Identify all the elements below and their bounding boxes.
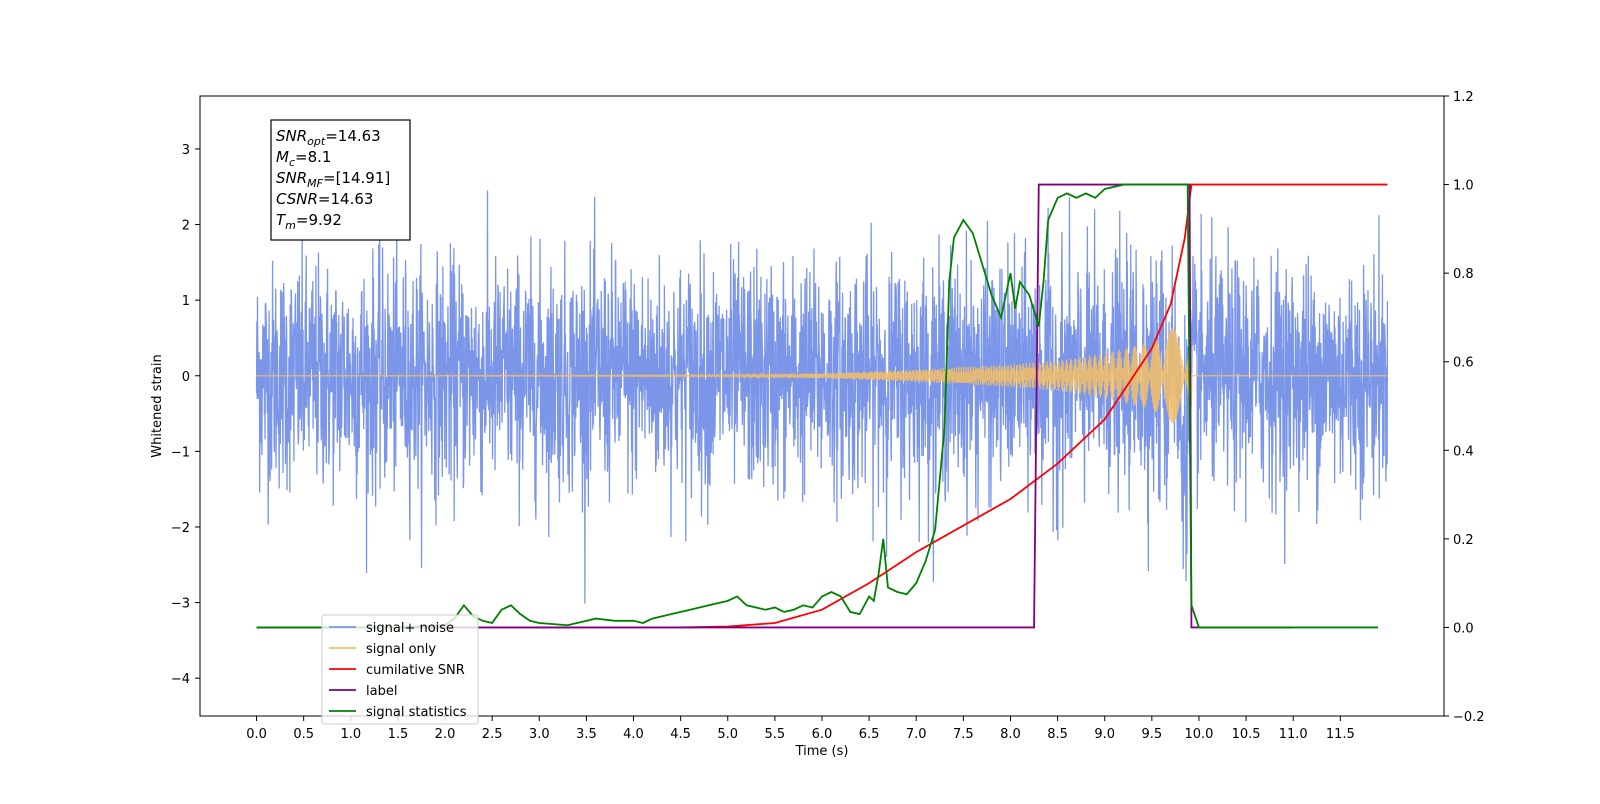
stats-line: SNRopt=14.63 [276, 127, 381, 148]
stats-line: SNRMF=[14.91] [276, 169, 390, 190]
x-tick-label: 8.5 [1047, 727, 1068, 742]
x-tick-label: 0.0 [246, 727, 267, 742]
x-tick-label: 11.0 [1279, 727, 1308, 742]
x-tick-label: 7.5 [953, 727, 974, 742]
x-tick-label: 9.5 [1142, 727, 1163, 742]
y-axis-left: 3 2 1 0 −1 −2 −3 −4 [171, 143, 200, 687]
x-tick-label: 1.5 [388, 727, 409, 742]
legend-entry-label: label [366, 684, 397, 699]
x-tick-label: 5.0 [717, 727, 738, 742]
y2-tick-label: 1.0 [1453, 179, 1474, 194]
y-tick-label: 2 [182, 219, 190, 234]
series-cumulative-snr-line [256, 183, 1388, 629]
legend-entry-label: signal only [366, 642, 436, 657]
y-axis-label: Whitened strain [150, 354, 165, 457]
x-tick-label: 10.5 [1232, 727, 1261, 742]
x-tick-label: 10.0 [1184, 727, 1213, 742]
x-tick-label: 4.5 [670, 727, 691, 742]
legend-entry-label: signal statistics [366, 705, 467, 720]
x-tick-label: 4.0 [623, 727, 644, 742]
legend: signal+ noise signal only cumilative SNR la… [321, 614, 479, 725]
x-axis-label: Time (s) [795, 744, 849, 759]
stats-line: Mc=8.1 [276, 148, 331, 169]
x-tick-label: 6.5 [859, 727, 880, 742]
x-tick-label: 2.0 [435, 727, 456, 742]
x-axis: 0.0 0.5 1.0 1.5 2.0 2.5 3.0 3.5 4.0 4.5 5.0 5.5 6.0 6… [246, 716, 1355, 742]
x-tick-label: 6.0 [812, 727, 833, 742]
y-tick-label: −3 [171, 597, 190, 612]
series-signal-statistics-line [256, 183, 1379, 629]
x-tick-label: 5.5 [765, 727, 786, 742]
y2-tick-label: 0.8 [1453, 267, 1474, 282]
y2-tick-label: 0.4 [1453, 444, 1474, 459]
x-tick-label: 0.5 [293, 727, 314, 742]
x-tick-label: 8.0 [1000, 727, 1021, 742]
legend-entry-label: signal+ noise [366, 621, 454, 636]
x-tick-label: 3.5 [576, 727, 597, 742]
y2-tick-label: −0.2 [1453, 710, 1485, 725]
y-tick-label: −4 [171, 672, 190, 687]
x-tick-label: 9.0 [1094, 727, 1115, 742]
series-layer [255, 183, 1389, 629]
y2-tick-label: 0.6 [1453, 356, 1474, 371]
y-tick-label: 0 [182, 370, 190, 385]
x-tick-label: 11.5 [1326, 727, 1355, 742]
y2-tick-label: 0.0 [1453, 621, 1474, 636]
y-tick-label: −1 [171, 445, 190, 460]
y-tick-label: 3 [182, 143, 190, 158]
series-signal-noise-line [255, 190, 1389, 604]
stats-line: Tm=9.92 [276, 211, 342, 232]
y2-tick-label: 1.2 [1453, 90, 1474, 105]
legend-frame [321, 614, 479, 725]
y-tick-label: −2 [171, 521, 190, 536]
x-tick-label: 3.0 [529, 727, 550, 742]
stats-line: CSNR=14.63 [276, 190, 373, 208]
stats-box-frame [270, 119, 411, 241]
y-tick-label: 1 [182, 294, 190, 309]
series-signal-only-line [256, 328, 1388, 424]
legend-entry-label: cumilative SNR [366, 663, 465, 678]
x-tick-label: 1.0 [340, 727, 361, 742]
x-tick-label: 2.5 [482, 727, 503, 742]
x-tick-label: 7.0 [906, 727, 927, 742]
stats-box: SNRopt=14.63Mc=8.1SNRMF=[14.91]CSNR=14.6… [270, 119, 411, 241]
y2-tick-label: 0.2 [1453, 533, 1474, 548]
y-axis-right: 1.2 1.0 0.8 0.6 0.4 0.2 0.0 −0.2 [1444, 90, 1485, 725]
